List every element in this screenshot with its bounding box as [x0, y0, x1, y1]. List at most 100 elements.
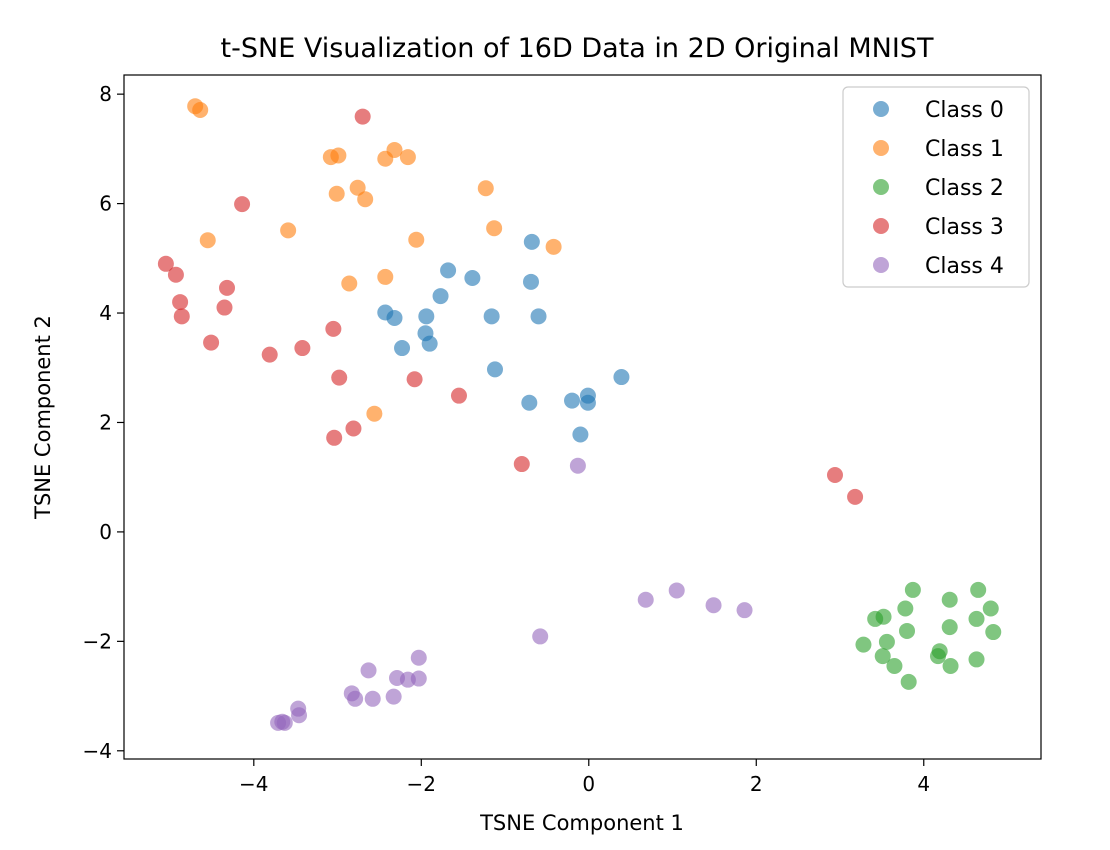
point-class-2 — [968, 651, 985, 668]
x-tick-label: 4 — [917, 772, 930, 796]
point-class-3 — [157, 255, 174, 272]
y-tick-label: 8 — [99, 82, 112, 106]
point-class-0 — [432, 288, 449, 305]
point-class-4 — [637, 591, 654, 608]
point-class-1 — [366, 405, 383, 422]
point-class-2 — [904, 581, 921, 598]
y-tick-label: −2 — [83, 629, 112, 653]
point-class-2 — [985, 624, 1002, 641]
point-class-4 — [532, 628, 549, 645]
legend: Class 0 Class 1 Class 2 Class 3 Class 4 — [842, 86, 1030, 288]
y-tick-label: 0 — [99, 520, 112, 544]
point-class-3 — [219, 279, 236, 296]
legend-box — [842, 86, 1030, 288]
point-class-0 — [386, 309, 403, 326]
point-class-3 — [354, 108, 371, 125]
plot-frame — [123, 74, 1042, 760]
point-class-4 — [364, 690, 381, 707]
point-class-2 — [897, 600, 914, 617]
point-class-1 — [280, 222, 297, 239]
point-class-2 — [941, 591, 958, 608]
x-tick-label: 2 — [750, 772, 763, 796]
legend-marker — [873, 140, 889, 156]
point-class-0 — [579, 394, 596, 411]
point-class-1 — [328, 185, 345, 202]
legend-marker — [873, 101, 889, 117]
point-class-3 — [294, 340, 311, 357]
point-class-1 — [357, 191, 374, 208]
point-class-2 — [942, 657, 959, 674]
legend-label: Class 0 — [925, 98, 1004, 123]
legend-label: Class 1 — [925, 137, 1004, 162]
point-class-3 — [345, 420, 362, 437]
point-class-1 — [192, 102, 209, 119]
point-class-2 — [874, 648, 891, 665]
point-class-4 — [276, 714, 293, 731]
point-class-1 — [377, 268, 394, 285]
legend-marker — [873, 257, 889, 273]
point-class-4 — [705, 597, 722, 614]
point-class-2 — [875, 608, 892, 625]
point-class-2 — [982, 600, 999, 617]
point-class-0 — [521, 394, 538, 411]
point-class-4 — [360, 662, 377, 679]
point-class-3 — [450, 387, 467, 404]
point-class-2 — [855, 636, 872, 653]
point-class-2 — [970, 581, 987, 598]
point-class-4 — [410, 670, 427, 687]
legend-marker — [873, 179, 889, 195]
point-class-1 — [399, 149, 416, 166]
x-tick-label: 0 — [582, 772, 595, 796]
legend-marker — [873, 218, 889, 234]
point-class-2 — [899, 622, 916, 639]
point-class-4 — [347, 690, 364, 707]
x-axis: −4 −2 0 2 4 — [239, 759, 930, 796]
point-class-0 — [394, 340, 411, 357]
point-class-3 — [234, 196, 251, 213]
y-axis: −4 −2 0 2 4 6 8 — [83, 82, 124, 763]
legend-label: Class 3 — [925, 215, 1004, 240]
point-class-3 — [325, 320, 342, 337]
point-class-4 — [410, 649, 427, 666]
point-class-0 — [523, 233, 540, 250]
point-class-3 — [261, 346, 278, 363]
point-class-3 — [167, 266, 184, 283]
point-class-0 — [483, 308, 500, 325]
point-class-0 — [572, 426, 589, 443]
point-class-1 — [486, 220, 503, 237]
x-tick-label: −2 — [407, 772, 436, 796]
point-class-0 — [418, 308, 435, 325]
point-class-0 — [530, 308, 547, 325]
point-class-4 — [668, 582, 685, 599]
point-class-3 — [513, 456, 530, 473]
point-class-3 — [406, 371, 423, 388]
y-tick-label: 2 — [99, 410, 112, 434]
point-class-1 — [199, 232, 216, 249]
point-class-3 — [203, 334, 220, 351]
point-class-1 — [341, 275, 358, 292]
point-class-1 — [386, 141, 403, 158]
point-class-4 — [736, 602, 753, 619]
point-class-3 — [826, 467, 843, 484]
chart-title: t-SNE Visualization of 16D Data in 2D Or… — [221, 33, 934, 64]
y-tick-label: −4 — [83, 739, 112, 763]
point-class-3 — [173, 308, 190, 325]
point-class-0 — [613, 369, 630, 386]
point-class-1 — [545, 238, 562, 255]
point-class-0 — [564, 392, 581, 409]
point-class-3 — [331, 369, 348, 386]
y-axis-title: TSNE Component 2 — [31, 315, 55, 520]
point-class-0 — [421, 335, 438, 352]
legend-label: Class 4 — [925, 254, 1004, 279]
point-class-1 — [408, 231, 425, 248]
point-class-4 — [291, 707, 308, 724]
y-tick-label: 6 — [99, 192, 112, 216]
y-tick-label: 4 — [99, 301, 112, 325]
point-class-2 — [886, 657, 903, 674]
point-class-0 — [522, 273, 539, 290]
x-axis-title: TSNE Component 1 — [479, 811, 684, 835]
x-tick-label: −4 — [239, 772, 268, 796]
point-class-4 — [385, 688, 402, 705]
point-class-0 — [464, 270, 481, 287]
